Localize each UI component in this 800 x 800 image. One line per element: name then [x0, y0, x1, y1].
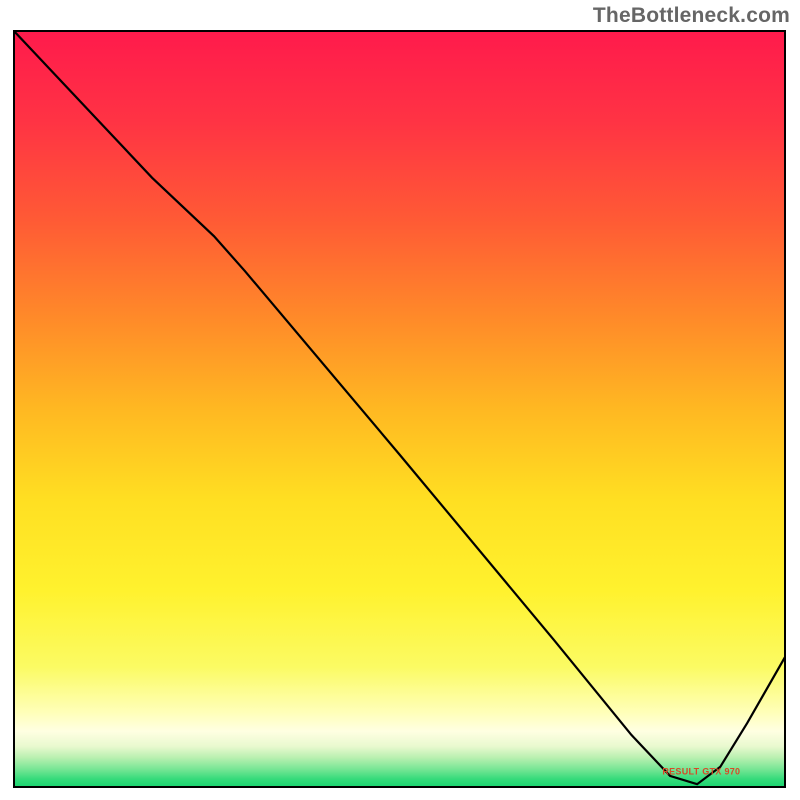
chart-background [13, 30, 786, 788]
watermark-text: TheBottleneck.com [593, 4, 790, 28]
result-marker-label: RESULT GTX 970 [662, 766, 740, 776]
chart-container: RESULT GTX 970 [13, 30, 786, 788]
chart-svg: RESULT GTX 970 [13, 30, 786, 788]
